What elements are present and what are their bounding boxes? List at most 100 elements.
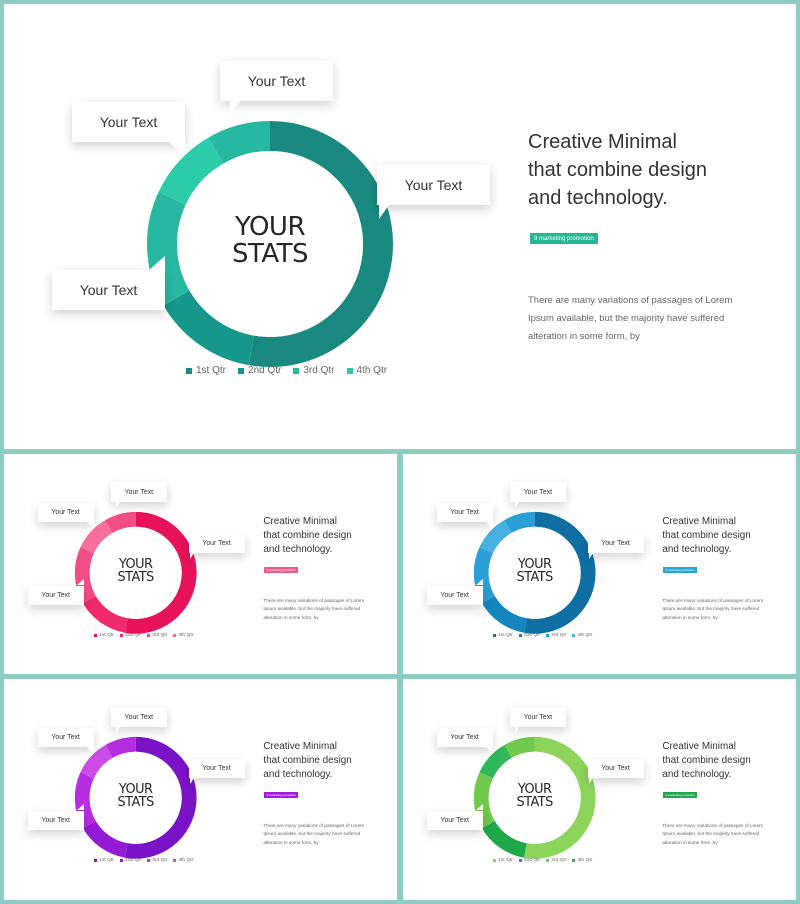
chart-legend: 1st Qtr 2nd Qtr 3rd Qtr 4th Qtr xyxy=(94,633,193,638)
legend-swatch xyxy=(238,367,245,374)
chart-legend: 1st Qtr 2nd Qtr 3rd Qtr 4th Qtr xyxy=(94,858,193,863)
donut-hole xyxy=(488,526,581,619)
callout-text: Your Text xyxy=(523,488,553,496)
callout-box[interactable]: Your Text xyxy=(110,482,167,508)
title-line: Creative Minimal xyxy=(263,741,337,753)
legend-label: 4th Qtr xyxy=(577,857,593,863)
callout-box[interactable]: Your Text xyxy=(436,502,493,529)
slide-title: Creative Minimal that combine design and t… xyxy=(528,128,707,212)
slide-1[interactable]: YOUR STATS Your Text Your Text Your Text Your… xyxy=(4,4,796,449)
callout-text: Your Text xyxy=(124,488,154,496)
legend-label: 3rd Qtr xyxy=(551,857,567,863)
slide-4[interactable]: YOUR STATS Your Text Your Text Your Text Your… xyxy=(4,679,397,900)
callout-text: Your Text xyxy=(450,733,479,741)
category-tag[interactable]: 9 marketing promotion xyxy=(530,233,598,244)
callout-box[interactable]: Your Text xyxy=(509,707,566,733)
legend-swatch xyxy=(293,367,300,374)
callout-pointer xyxy=(189,553,194,560)
donut-segment xyxy=(147,192,190,306)
callout-box[interactable]: Your Text xyxy=(37,502,94,529)
callout-box[interactable]: Your Text xyxy=(436,727,493,754)
category-tag[interactable]: 9 marketing promotion xyxy=(264,792,298,798)
callout-pointer xyxy=(76,578,84,585)
legend-label: 1st Qtr xyxy=(498,632,513,638)
tag-label: 9 marketing promotion xyxy=(665,568,695,573)
callout-box[interactable]: Your Text xyxy=(587,533,644,560)
center-line-2: STATS xyxy=(516,570,553,586)
donut-segment xyxy=(105,736,137,759)
donut-segment xyxy=(504,736,536,759)
description-paragraph: There are many variations of passages of… xyxy=(662,822,764,846)
legend-item: 3rd Qtr xyxy=(147,633,167,638)
category-tag[interactable]: 9 marketing promotion xyxy=(264,567,298,573)
callout-text: Your Text xyxy=(523,713,553,721)
legend-label: 1st Qtr xyxy=(99,632,114,638)
callout-text: Your Text xyxy=(51,508,80,516)
callout-text: Your Text xyxy=(51,733,80,741)
donut-segment xyxy=(80,745,113,779)
slide-3[interactable]: YOUR STATS Your Text Your Text Your Text Your… xyxy=(403,454,796,674)
callout-text: Your Text xyxy=(99,114,158,130)
callout-box[interactable]: Your Text xyxy=(587,758,644,785)
callout-box[interactable]: Your Text xyxy=(377,165,490,219)
title-line: and technology. xyxy=(662,769,732,781)
donut-segment xyxy=(479,520,512,554)
legend-item: 1st Qtr xyxy=(94,858,114,863)
donut-segment xyxy=(473,772,495,829)
slide-title: Creative Minimal that combine design and t… xyxy=(662,740,750,782)
title-line: that combine design xyxy=(263,755,352,767)
callout-pointer xyxy=(149,256,165,270)
callout-box[interactable]: Your Text xyxy=(27,578,84,606)
legend-item: 2nd Qtr xyxy=(119,858,141,863)
donut-hole xyxy=(89,751,182,844)
title-line: that combine design xyxy=(662,755,751,767)
callout-text: Your Text xyxy=(41,817,70,825)
tag-label: 9 marketing promotion xyxy=(266,793,296,798)
callout-box[interactable]: Your Text xyxy=(52,256,165,310)
donut-hole xyxy=(177,151,363,337)
legend-item: 4th Qtr xyxy=(173,858,193,863)
legend-label: 1st Qtr xyxy=(196,365,227,376)
slide-2[interactable]: YOUR STATS Your Text Your Text Your Text Your… xyxy=(4,454,397,674)
legend-swatch xyxy=(572,858,576,862)
title-line: that combine design xyxy=(263,530,352,542)
callout-box[interactable]: Your Text xyxy=(426,803,483,831)
callout-box[interactable]: Your Text xyxy=(426,578,483,606)
callout-pointer xyxy=(514,502,519,508)
legend-swatch xyxy=(546,858,550,862)
title-line: Creative Minimal xyxy=(662,516,736,528)
center-line-1: YOUR xyxy=(234,212,306,242)
callout-box[interactable]: Your Text xyxy=(509,482,566,508)
callout-box[interactable]: Your Text xyxy=(110,707,167,733)
legend-swatch xyxy=(546,633,550,637)
slide-5[interactable]: YOUR STATS Your Text Your Text Your Text Your… xyxy=(403,679,796,900)
legend-label: 2nd Qtr xyxy=(248,365,282,376)
center-line-2: STATS xyxy=(516,795,553,811)
category-tag[interactable]: 9 marketing promotion xyxy=(663,567,697,573)
legend-swatch xyxy=(94,633,98,637)
legend-swatch xyxy=(493,858,497,862)
donut-segment xyxy=(473,547,495,604)
callout-text: Your Text xyxy=(450,508,479,516)
chart-legend: 1st Qtr 2nd Qtr 3rd Qtr 4th Qtr xyxy=(493,633,592,638)
callout-pointer xyxy=(588,778,593,785)
title-line: Creative Minimal xyxy=(528,131,677,153)
callout-box[interactable]: Your Text xyxy=(37,727,94,754)
callout-box[interactable]: Your Text xyxy=(72,102,185,156)
legend-label: 2nd Qtr xyxy=(523,632,541,638)
donut-hole xyxy=(488,751,581,844)
callout-box[interactable]: Your Text xyxy=(27,803,84,831)
category-tag[interactable]: 9 marketing promotion xyxy=(663,792,697,798)
legend-label: 3rd Qtr xyxy=(551,632,567,638)
callout-text: Your Text xyxy=(440,592,469,600)
callout-pointer xyxy=(115,502,120,508)
tag-label: 9 marketing promotion xyxy=(665,793,695,798)
donut-segment xyxy=(163,290,255,366)
callout-text: Your Text xyxy=(601,540,630,548)
callout-box[interactable]: Your Text xyxy=(188,758,245,785)
callout-box[interactable]: Your Text xyxy=(188,533,245,560)
callout-box[interactable]: Your Text xyxy=(220,61,333,115)
callout-text: Your Text xyxy=(202,765,231,773)
description-paragraph: There are many variations of passages of… xyxy=(528,295,733,342)
donut-segment xyxy=(82,595,129,633)
